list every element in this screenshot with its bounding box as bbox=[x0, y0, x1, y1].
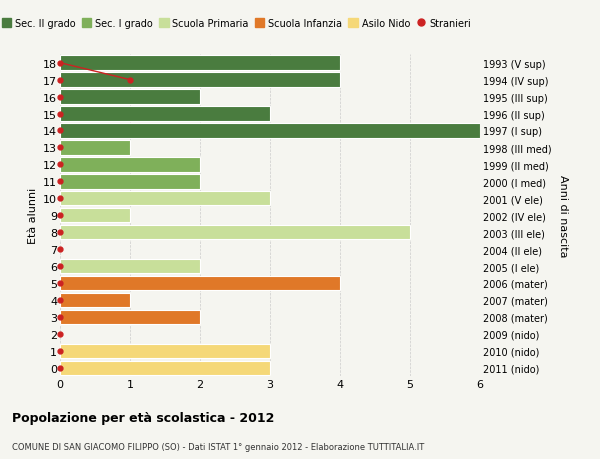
Bar bbox=[60, 208, 130, 223]
Bar bbox=[60, 158, 200, 172]
Bar bbox=[60, 293, 130, 308]
Bar bbox=[60, 124, 480, 138]
Bar bbox=[60, 361, 270, 375]
Bar bbox=[60, 73, 340, 88]
Bar bbox=[60, 90, 200, 105]
Bar bbox=[60, 56, 340, 71]
Bar bbox=[60, 107, 270, 122]
Y-axis label: Età alunni: Età alunni bbox=[28, 188, 38, 244]
Bar bbox=[60, 175, 200, 189]
Text: COMUNE DI SAN GIACOMO FILIPPO (SO) - Dati ISTAT 1° gennaio 2012 - Elaborazione T: COMUNE DI SAN GIACOMO FILIPPO (SO) - Dat… bbox=[12, 442, 424, 451]
Legend: Sec. II grado, Sec. I grado, Scuola Primaria, Scuola Infanzia, Asilo Nido, Stran: Sec. II grado, Sec. I grado, Scuola Prim… bbox=[0, 15, 475, 33]
Bar bbox=[60, 276, 340, 291]
Bar bbox=[60, 310, 200, 325]
Bar bbox=[60, 259, 200, 274]
Bar bbox=[60, 191, 270, 206]
Bar bbox=[60, 141, 130, 155]
Y-axis label: Anni di nascita: Anni di nascita bbox=[558, 174, 568, 257]
Bar bbox=[60, 225, 410, 240]
Text: Popolazione per età scolastica - 2012: Popolazione per età scolastica - 2012 bbox=[12, 412, 274, 425]
Bar bbox=[60, 344, 270, 358]
